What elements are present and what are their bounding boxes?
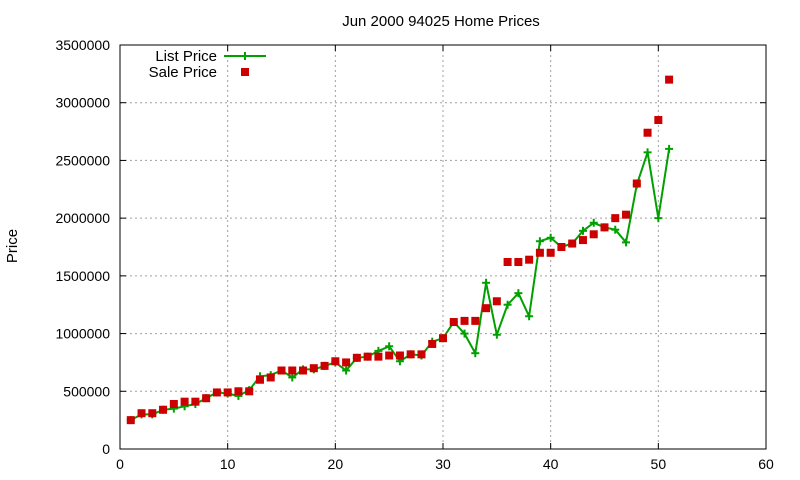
y-tick-label: 500000 — [63, 383, 110, 399]
y-tick-label: 2000000 — [55, 210, 110, 226]
sale-price-point — [632, 179, 641, 188]
sale-price-point — [665, 75, 674, 84]
sale-price-point — [299, 366, 308, 375]
sale-price-point — [266, 373, 275, 382]
sale-price-point — [643, 128, 652, 137]
sale-price-point — [331, 357, 340, 366]
sale-price-point — [578, 236, 587, 245]
chart-title: Jun 2000 94025 Home Prices — [342, 13, 540, 30]
sale-price-point — [428, 339, 437, 348]
legend-list-price-label: List Price — [155, 48, 217, 65]
sale-price-point — [212, 388, 221, 397]
sale-price-point — [137, 409, 146, 418]
sale-price-point — [363, 352, 372, 361]
y-tick-label: 3500000 — [55, 37, 110, 53]
sale-price-point — [169, 399, 178, 408]
y-tick-label: 3000000 — [55, 95, 110, 111]
list-price-point — [654, 214, 663, 223]
sale-price-point — [503, 258, 512, 267]
sale-price-point — [406, 350, 415, 359]
list-price-point — [578, 226, 587, 235]
list-price-point — [622, 238, 631, 247]
sale-price-point — [449, 318, 458, 327]
sale-price-point — [439, 334, 447, 343]
sale-price-point — [482, 304, 491, 313]
sale-price-point — [525, 255, 534, 264]
sale-price-point — [395, 351, 404, 360]
sale-price-point — [589, 230, 598, 239]
sale-price-point — [159, 405, 168, 414]
x-tick-label: 0 — [116, 456, 124, 472]
legend-sale-price-label: Sale Price — [149, 64, 217, 81]
y-tick-label: 1500000 — [55, 268, 110, 284]
sale-price-point — [320, 361, 329, 370]
list-price-point — [514, 289, 523, 298]
y-tick-label: 2500000 — [55, 152, 110, 168]
list-price-point — [342, 366, 351, 375]
x-tick-label: 30 — [435, 456, 451, 472]
sale-price-point — [202, 394, 211, 403]
x-tick-label: 20 — [328, 456, 344, 472]
sale-price-point — [471, 316, 480, 325]
sale-price-point — [568, 239, 577, 248]
list-price-point — [492, 330, 501, 339]
y-tick-label: 0 — [102, 441, 110, 457]
sale-price-point — [557, 243, 566, 251]
sale-price-point — [234, 387, 243, 396]
sale-price-point — [385, 351, 394, 360]
sale-price-point — [245, 387, 254, 396]
sale-price-point — [126, 416, 135, 425]
sale-price-point — [277, 366, 286, 375]
series-layer — [126, 75, 674, 425]
list-price-point — [471, 349, 480, 358]
list-price-point — [288, 373, 297, 382]
list-price-line — [130, 148, 671, 421]
sale-price-point — [148, 409, 157, 418]
list-price-point — [482, 278, 491, 287]
list-price-point — [589, 218, 598, 227]
list-price-point — [665, 144, 674, 153]
list-price-point — [525, 312, 534, 321]
sale-price-point — [654, 116, 663, 125]
sale-price-point — [374, 352, 383, 361]
sale-price-point — [223, 388, 232, 397]
sale-price-point — [342, 358, 351, 367]
x-tick-label: 50 — [651, 456, 667, 472]
sale-price-point — [180, 397, 189, 406]
axis-ticks: 0 500000 1000000 1500000 2000000 2500000 30000… — [55, 37, 774, 472]
x-tick-label: 10 — [220, 456, 236, 472]
sale-price-point — [492, 297, 501, 306]
sale-price-point — [288, 366, 297, 375]
y-tick-label: 1000000 — [55, 326, 110, 342]
sale-price-point — [191, 397, 200, 406]
sale-price-point — [309, 364, 318, 373]
sale-price-point — [611, 214, 620, 223]
list-price-point — [535, 237, 544, 246]
x-tick-label: 60 — [758, 456, 774, 472]
sale-price-point — [535, 248, 544, 257]
list-price-point — [546, 233, 555, 242]
list-price-point — [611, 225, 620, 234]
grid — [120, 45, 766, 449]
sale-price-point — [417, 350, 426, 359]
sale-price-point — [546, 248, 555, 257]
sale-price-point — [622, 210, 631, 219]
list-price-point — [460, 329, 469, 338]
sale-price-point — [255, 375, 264, 384]
list-price-point — [503, 300, 512, 309]
sale-price-point — [514, 258, 523, 267]
sale-price-point — [600, 223, 609, 232]
legend-list-price-marker — [241, 52, 249, 60]
list-price-point — [385, 342, 394, 351]
sale-price-point — [352, 353, 361, 362]
list-price-point — [643, 148, 652, 157]
y-axis-label: Price — [4, 229, 21, 263]
x-tick-label: 40 — [543, 456, 559, 472]
sale-price-point — [460, 316, 469, 325]
legend-sale-price-marker — [241, 68, 249, 76]
